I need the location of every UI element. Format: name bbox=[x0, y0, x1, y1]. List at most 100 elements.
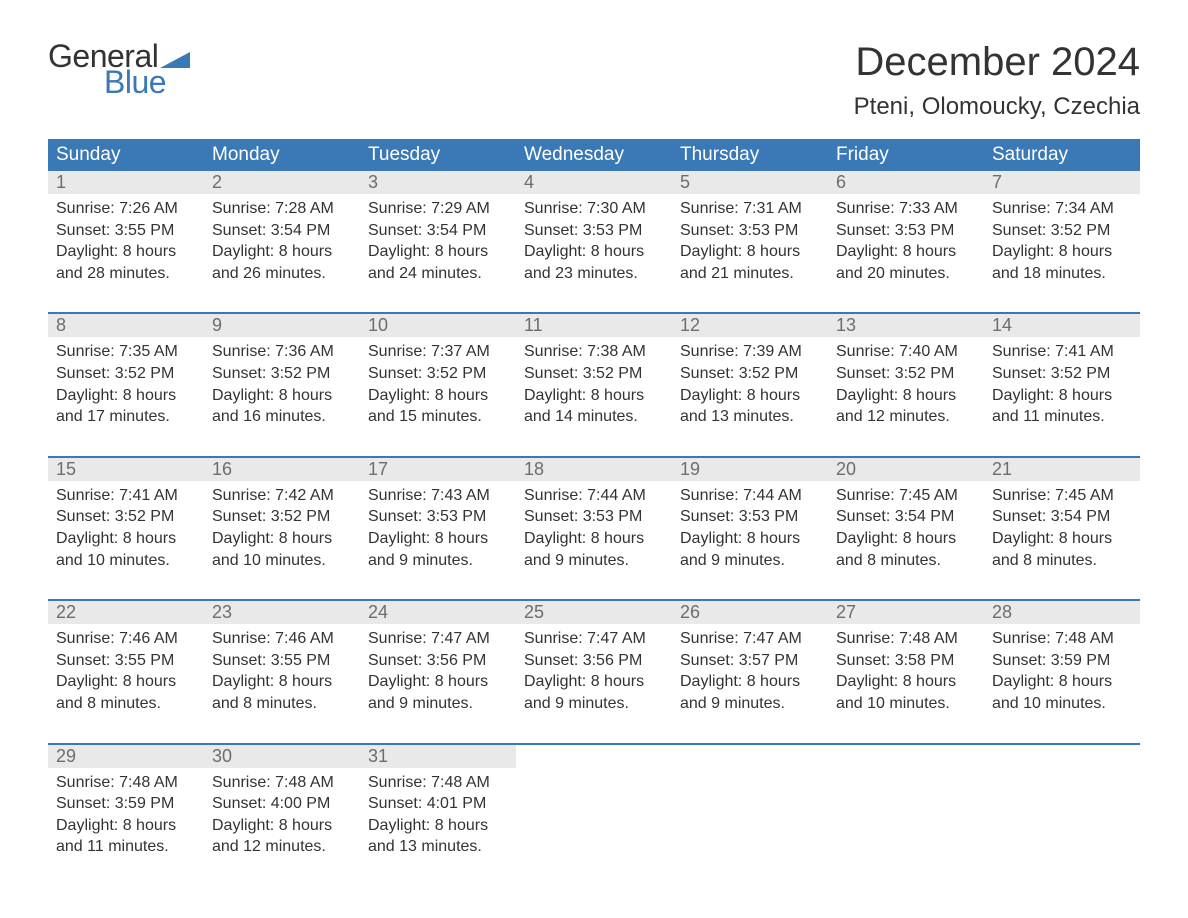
weekday-header: Monday bbox=[204, 139, 360, 171]
day-sunrise-text: Sunrise: 7:43 AM bbox=[368, 485, 508, 507]
day-sunrise-text: Sunrise: 7:37 AM bbox=[368, 341, 508, 363]
day-d1-text: Daylight: 8 hours bbox=[836, 241, 976, 263]
day-sunset-text: Sunset: 3:53 PM bbox=[368, 506, 508, 528]
day-d1-text: Daylight: 8 hours bbox=[836, 528, 976, 550]
weekday-header: Thursday bbox=[672, 139, 828, 171]
day-data-row: Sunrise: 7:26 AMSunset: 3:55 PMDaylight:… bbox=[48, 194, 1140, 313]
day-d2-text: and 14 minutes. bbox=[524, 406, 664, 428]
day-sunset-text: Sunset: 3:52 PM bbox=[992, 220, 1132, 242]
day-number-cell: 22 bbox=[48, 601, 204, 624]
day-sunset-text: Sunset: 3:52 PM bbox=[836, 363, 976, 385]
calendar-body: 1234567Sunrise: 7:26 AMSunset: 3:55 PMDa… bbox=[48, 171, 1140, 866]
day-number-cell: 31 bbox=[360, 745, 516, 768]
day-sunrise-text: Sunrise: 7:44 AM bbox=[524, 485, 664, 507]
day-d2-text: and 9 minutes. bbox=[368, 693, 508, 715]
day-data-cell: Sunrise: 7:39 AMSunset: 3:52 PMDaylight:… bbox=[672, 337, 828, 456]
day-number-row: 22232425262728 bbox=[48, 601, 1140, 624]
day-d1-text: Daylight: 8 hours bbox=[992, 528, 1132, 550]
day-d2-text: and 10 minutes. bbox=[56, 550, 196, 572]
day-number-cell: 15 bbox=[48, 458, 204, 481]
day-number-cell: 8 bbox=[48, 314, 204, 337]
day-data-cell: Sunrise: 7:48 AMSunset: 4:00 PMDaylight:… bbox=[204, 768, 360, 866]
day-sunset-text: Sunset: 3:53 PM bbox=[524, 506, 664, 528]
day-data-cell: Sunrise: 7:43 AMSunset: 3:53 PMDaylight:… bbox=[360, 481, 516, 600]
day-sunrise-text: Sunrise: 7:44 AM bbox=[680, 485, 820, 507]
day-d1-text: Daylight: 8 hours bbox=[212, 528, 352, 550]
logo: General Blue bbox=[48, 40, 190, 98]
day-d1-text: Daylight: 8 hours bbox=[56, 815, 196, 837]
day-d1-text: Daylight: 8 hours bbox=[368, 385, 508, 407]
weekday-header: Saturday bbox=[984, 139, 1140, 171]
day-data-cell: Sunrise: 7:44 AMSunset: 3:53 PMDaylight:… bbox=[672, 481, 828, 600]
day-d2-text: and 13 minutes. bbox=[680, 406, 820, 428]
day-data-cell: Sunrise: 7:42 AMSunset: 3:52 PMDaylight:… bbox=[204, 481, 360, 600]
day-sunrise-text: Sunrise: 7:47 AM bbox=[524, 628, 664, 650]
day-sunset-text: Sunset: 3:52 PM bbox=[992, 363, 1132, 385]
day-sunrise-text: Sunrise: 7:46 AM bbox=[56, 628, 196, 650]
day-sunrise-text: Sunrise: 7:42 AM bbox=[212, 485, 352, 507]
day-number-cell: 20 bbox=[828, 458, 984, 481]
day-d1-text: Daylight: 8 hours bbox=[212, 385, 352, 407]
day-number-cell: 23 bbox=[204, 601, 360, 624]
day-sunset-text: Sunset: 3:53 PM bbox=[680, 506, 820, 528]
day-number-cell: 28 bbox=[984, 601, 1140, 624]
day-sunrise-text: Sunrise: 7:26 AM bbox=[56, 198, 196, 220]
day-data-cell: Sunrise: 7:48 AMSunset: 4:01 PMDaylight:… bbox=[360, 768, 516, 866]
day-d2-text: and 11 minutes. bbox=[56, 836, 196, 858]
day-sunrise-text: Sunrise: 7:48 AM bbox=[212, 772, 352, 794]
day-data-row: Sunrise: 7:48 AMSunset: 3:59 PMDaylight:… bbox=[48, 768, 1140, 866]
day-sunset-text: Sunset: 3:55 PM bbox=[212, 650, 352, 672]
day-number-cell: 11 bbox=[516, 314, 672, 337]
logo-text-blue: Blue bbox=[104, 66, 190, 98]
day-d1-text: Daylight: 8 hours bbox=[836, 385, 976, 407]
day-d2-text: and 18 minutes. bbox=[992, 263, 1132, 285]
day-number-row: 293031 bbox=[48, 745, 1140, 768]
day-d1-text: Daylight: 8 hours bbox=[212, 815, 352, 837]
day-d1-text: Daylight: 8 hours bbox=[680, 385, 820, 407]
day-data-row: Sunrise: 7:41 AMSunset: 3:52 PMDaylight:… bbox=[48, 481, 1140, 600]
calendar-table: Sunday Monday Tuesday Wednesday Thursday… bbox=[48, 139, 1140, 866]
weekday-row: Sunday Monday Tuesday Wednesday Thursday… bbox=[48, 139, 1140, 171]
day-number-cell: 3 bbox=[360, 171, 516, 194]
day-sunset-text: Sunset: 3:52 PM bbox=[56, 363, 196, 385]
day-d2-text: and 9 minutes. bbox=[524, 550, 664, 572]
day-number-cell: 16 bbox=[204, 458, 360, 481]
day-d2-text: and 16 minutes. bbox=[212, 406, 352, 428]
day-number-cell: 1 bbox=[48, 171, 204, 194]
day-number-cell: 7 bbox=[984, 171, 1140, 194]
day-number-cell: 10 bbox=[360, 314, 516, 337]
day-data-cell: Sunrise: 7:37 AMSunset: 3:52 PMDaylight:… bbox=[360, 337, 516, 456]
day-d2-text: and 13 minutes. bbox=[368, 836, 508, 858]
day-number-cell: 9 bbox=[204, 314, 360, 337]
day-data-cell: Sunrise: 7:47 AMSunset: 3:56 PMDaylight:… bbox=[360, 624, 516, 743]
day-d2-text: and 24 minutes. bbox=[368, 263, 508, 285]
day-sunrise-text: Sunrise: 7:48 AM bbox=[836, 628, 976, 650]
day-number-cell: 30 bbox=[204, 745, 360, 768]
day-sunset-text: Sunset: 3:52 PM bbox=[212, 363, 352, 385]
day-data-cell: Sunrise: 7:48 AMSunset: 3:59 PMDaylight:… bbox=[48, 768, 204, 866]
day-d2-text: and 23 minutes. bbox=[524, 263, 664, 285]
day-data-cell: Sunrise: 7:47 AMSunset: 3:57 PMDaylight:… bbox=[672, 624, 828, 743]
day-data-cell: Sunrise: 7:44 AMSunset: 3:53 PMDaylight:… bbox=[516, 481, 672, 600]
day-data-cell: Sunrise: 7:40 AMSunset: 3:52 PMDaylight:… bbox=[828, 337, 984, 456]
day-number-cell: 19 bbox=[672, 458, 828, 481]
day-data-cell: Sunrise: 7:41 AMSunset: 3:52 PMDaylight:… bbox=[984, 337, 1140, 456]
day-d2-text: and 21 minutes. bbox=[680, 263, 820, 285]
day-data-cell: Sunrise: 7:36 AMSunset: 3:52 PMDaylight:… bbox=[204, 337, 360, 456]
day-number-cell: 2 bbox=[204, 171, 360, 194]
day-data-cell: Sunrise: 7:47 AMSunset: 3:56 PMDaylight:… bbox=[516, 624, 672, 743]
day-sunrise-text: Sunrise: 7:34 AM bbox=[992, 198, 1132, 220]
day-d1-text: Daylight: 8 hours bbox=[992, 671, 1132, 693]
day-sunset-text: Sunset: 3:53 PM bbox=[836, 220, 976, 242]
day-d1-text: Daylight: 8 hours bbox=[680, 671, 820, 693]
day-sunrise-text: Sunrise: 7:28 AM bbox=[212, 198, 352, 220]
day-d1-text: Daylight: 8 hours bbox=[368, 815, 508, 837]
day-d2-text: and 17 minutes. bbox=[56, 406, 196, 428]
title-block: December 2024 Pteni, Olomoucky, Czechia bbox=[854, 40, 1140, 121]
day-sunrise-text: Sunrise: 7:46 AM bbox=[212, 628, 352, 650]
day-sunrise-text: Sunrise: 7:30 AM bbox=[524, 198, 664, 220]
day-data-cell: Sunrise: 7:45 AMSunset: 3:54 PMDaylight:… bbox=[828, 481, 984, 600]
day-d1-text: Daylight: 8 hours bbox=[368, 241, 508, 263]
day-d2-text: and 28 minutes. bbox=[56, 263, 196, 285]
day-number-row: 891011121314 bbox=[48, 314, 1140, 337]
